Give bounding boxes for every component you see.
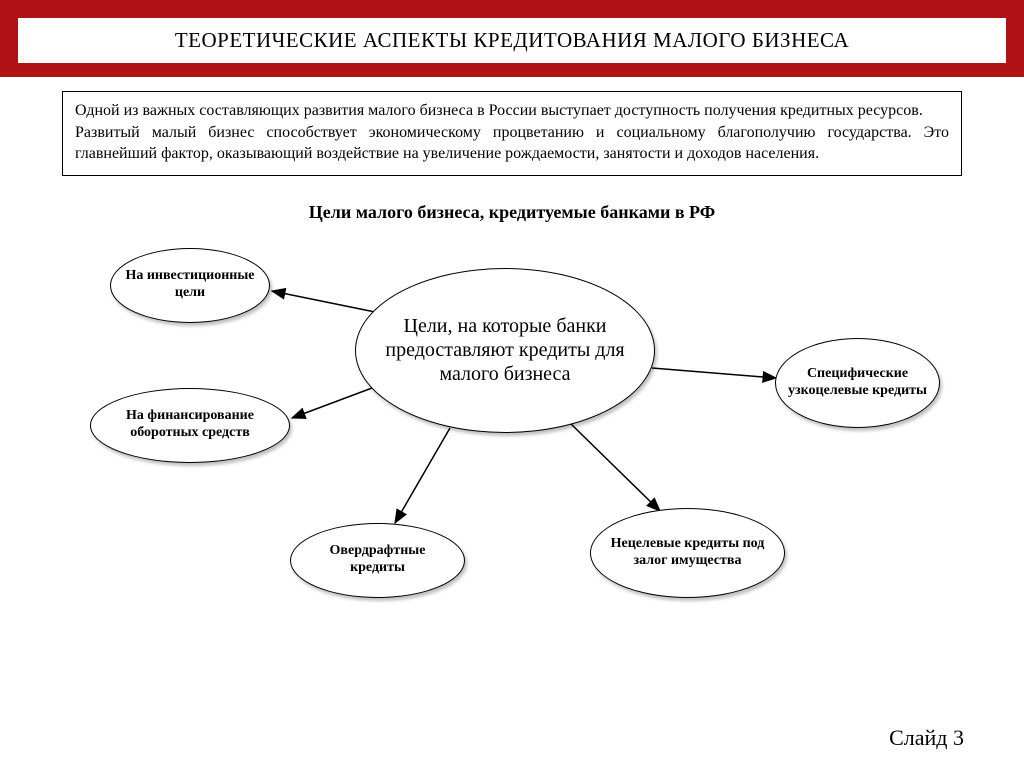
node-label: Нецелевые кредиты под залог имущества <box>601 536 774 570</box>
node-label: Специфические узкоцелевые кредиты <box>786 366 929 400</box>
diagram-node-investment: На инвестиционные цели <box>110 248 270 323</box>
intro-text-box: Одной из важных составляющих развития ма… <box>62 91 962 176</box>
node-label: На финансирование оборотных средств <box>101 408 279 442</box>
diagram-node-working-capital: На финансирование оборотных средств <box>90 388 290 463</box>
concept-diagram: Цели, на которые банки предоставляют кре… <box>0 223 1024 653</box>
intro-text: Одной из важных составляющих развития ма… <box>75 102 949 162</box>
header-band: ТЕОРЕТИЧЕСКИЕ АСПЕКТЫ КРЕДИТОВАНИЯ МАЛОГ… <box>0 0 1024 77</box>
diagram-title: Цели малого бизнеса, кредитуемые банками… <box>0 202 1024 223</box>
diagram-node-specific: Специфические узкоцелевые кредиты <box>775 338 940 428</box>
page-title: ТЕОРЕТИЧЕСКИЕ АСПЕКТЫ КРЕДИТОВАНИЯ МАЛОГ… <box>18 18 1006 63</box>
diagram-center-node: Цели, на которые банки предоставляют кре… <box>355 268 655 433</box>
center-node-label: Цели, на которые банки предоставляют кре… <box>366 314 644 386</box>
node-label: На инвестиционные цели <box>121 268 259 302</box>
diagram-node-collateral: Нецелевые кредиты под залог имущества <box>590 508 785 598</box>
diagram-node-overdraft: Овердрафтные кредиты <box>290 523 465 598</box>
slide-number: Слайд 3 <box>889 725 964 751</box>
node-label: Овердрафтные кредиты <box>301 543 454 577</box>
